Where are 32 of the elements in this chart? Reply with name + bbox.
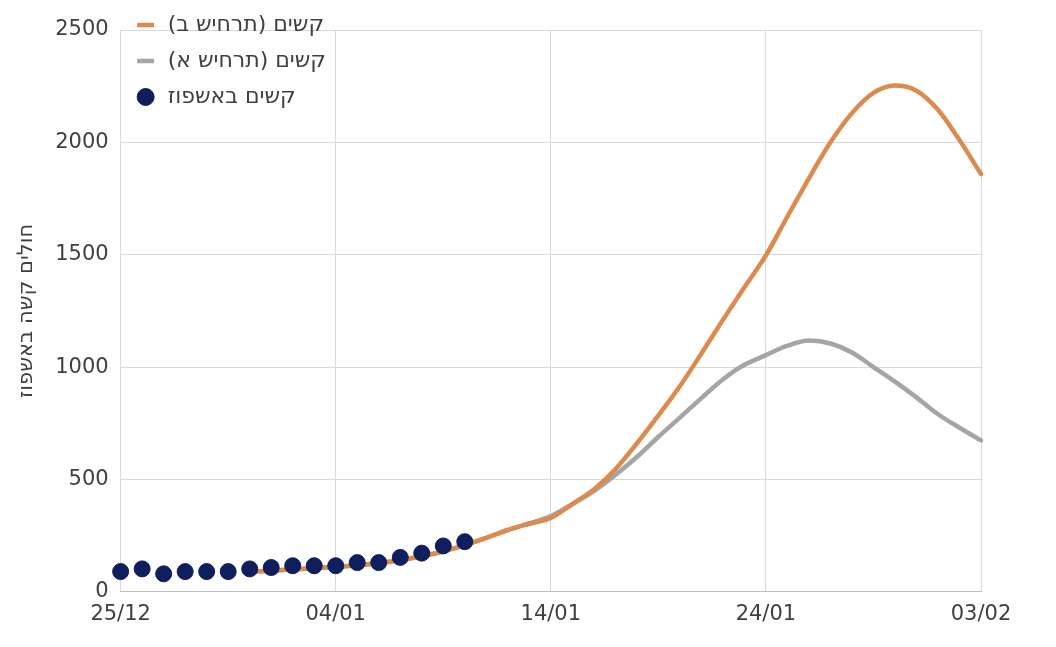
point — [112, 563, 130, 581]
legend-label: קשים (תרחיש א) — [167, 46, 326, 72]
y-tick-label: 500 — [68, 465, 109, 490]
y-axis-title: חולים קשה באשפוז — [13, 223, 38, 398]
legend-label: קשים (תרחיש ב) — [167, 10, 324, 36]
y-tick-label: 1500 — [55, 241, 109, 266]
point — [284, 557, 302, 575]
point — [456, 533, 474, 551]
y-tick-label: 2000 — [55, 128, 109, 153]
point — [327, 557, 345, 575]
x-tick-label: 03/02 — [950, 600, 1012, 625]
x-tick-label: 25/12 — [90, 600, 151, 625]
point — [348, 554, 366, 572]
y-tick-label: 2500 — [55, 16, 109, 41]
point — [198, 563, 216, 581]
y-tick-label: 0 — [95, 578, 109, 603]
point — [391, 548, 409, 566]
point — [413, 544, 431, 562]
point — [434, 537, 452, 555]
point — [262, 559, 280, 577]
x-tick-label: 14/01 — [520, 600, 582, 625]
legend-label: קשים באשפוז — [167, 82, 296, 108]
x-tick-label: 24/01 — [735, 600, 797, 625]
point — [241, 560, 259, 578]
point — [176, 563, 194, 581]
point — [305, 557, 323, 575]
x-tick-label: 04/01 — [305, 600, 366, 625]
point — [133, 560, 151, 578]
point — [219, 563, 237, 581]
y-tick-label: 1000 — [55, 353, 109, 378]
point — [155, 565, 173, 583]
point — [370, 554, 388, 572]
